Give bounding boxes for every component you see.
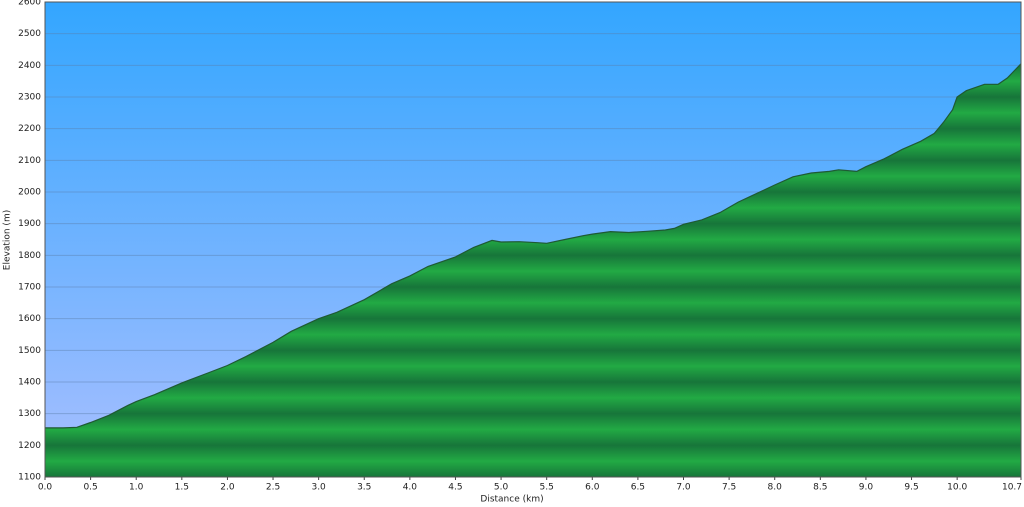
- y-tick-label: 1400: [18, 378, 41, 388]
- x-tick-label: 2.0: [220, 483, 235, 493]
- y-tick-label: 1300: [18, 409, 41, 419]
- x-tick-label: 6.5: [631, 483, 645, 493]
- y-tick-label: 1800: [18, 251, 41, 261]
- x-tick-label: 9.5: [904, 483, 918, 493]
- x-tick-label: 1.5: [175, 483, 189, 493]
- x-tick-label: 6.0: [585, 483, 600, 493]
- y-tick-label: 2200: [18, 124, 41, 134]
- plot-frame: [44, 1, 1022, 478]
- y-tick-label: 1200: [18, 441, 41, 451]
- y-tick-label: 2300: [18, 93, 41, 103]
- y-tick-label: 2400: [18, 61, 41, 71]
- x-tick-label: 8.0: [768, 483, 783, 493]
- y-tick-label: 1900: [18, 219, 41, 229]
- x-tick-label: 4.0: [403, 483, 418, 493]
- x-tick-label: 8.5: [813, 483, 827, 493]
- y-tick-label: 2600: [18, 0, 41, 8]
- x-axis-label: Distance (km): [480, 495, 543, 505]
- x-tick-label: 10.7: [1002, 483, 1022, 493]
- x-tick-label: 3.5: [357, 483, 371, 493]
- y-axis-label: Elevation (m): [3, 210, 13, 270]
- x-tick-label: 0.0: [38, 483, 53, 493]
- x-tick-label: 4.5: [448, 483, 462, 493]
- y-tick-label: 1700: [18, 283, 41, 293]
- x-tick-label: 1.0: [129, 483, 144, 493]
- y-tick-label: 1500: [18, 346, 41, 356]
- y-tick-label: 2500: [18, 29, 41, 39]
- x-tick-label: 5.0: [494, 483, 509, 493]
- y-tick-label: 2000: [18, 188, 41, 198]
- y-tick-label: 1600: [18, 314, 41, 324]
- x-tick-label: 2.5: [266, 483, 280, 493]
- area: [45, 63, 1021, 478]
- x-tick-label: 3.0: [311, 483, 326, 493]
- y-tick-label: 2100: [18, 156, 41, 166]
- x-tick-label: 0.5: [83, 483, 97, 493]
- x-tick-label: 7.0: [676, 483, 691, 493]
- area-outline: [45, 63, 1022, 429]
- y-tick-label: 1100: [18, 473, 41, 483]
- x-tick-label: 7.5: [722, 483, 736, 493]
- x-tick-label: 5.5: [540, 483, 554, 493]
- x-tick-label: 9.0: [859, 483, 874, 493]
- x-tick-label: 10.0: [947, 483, 967, 493]
